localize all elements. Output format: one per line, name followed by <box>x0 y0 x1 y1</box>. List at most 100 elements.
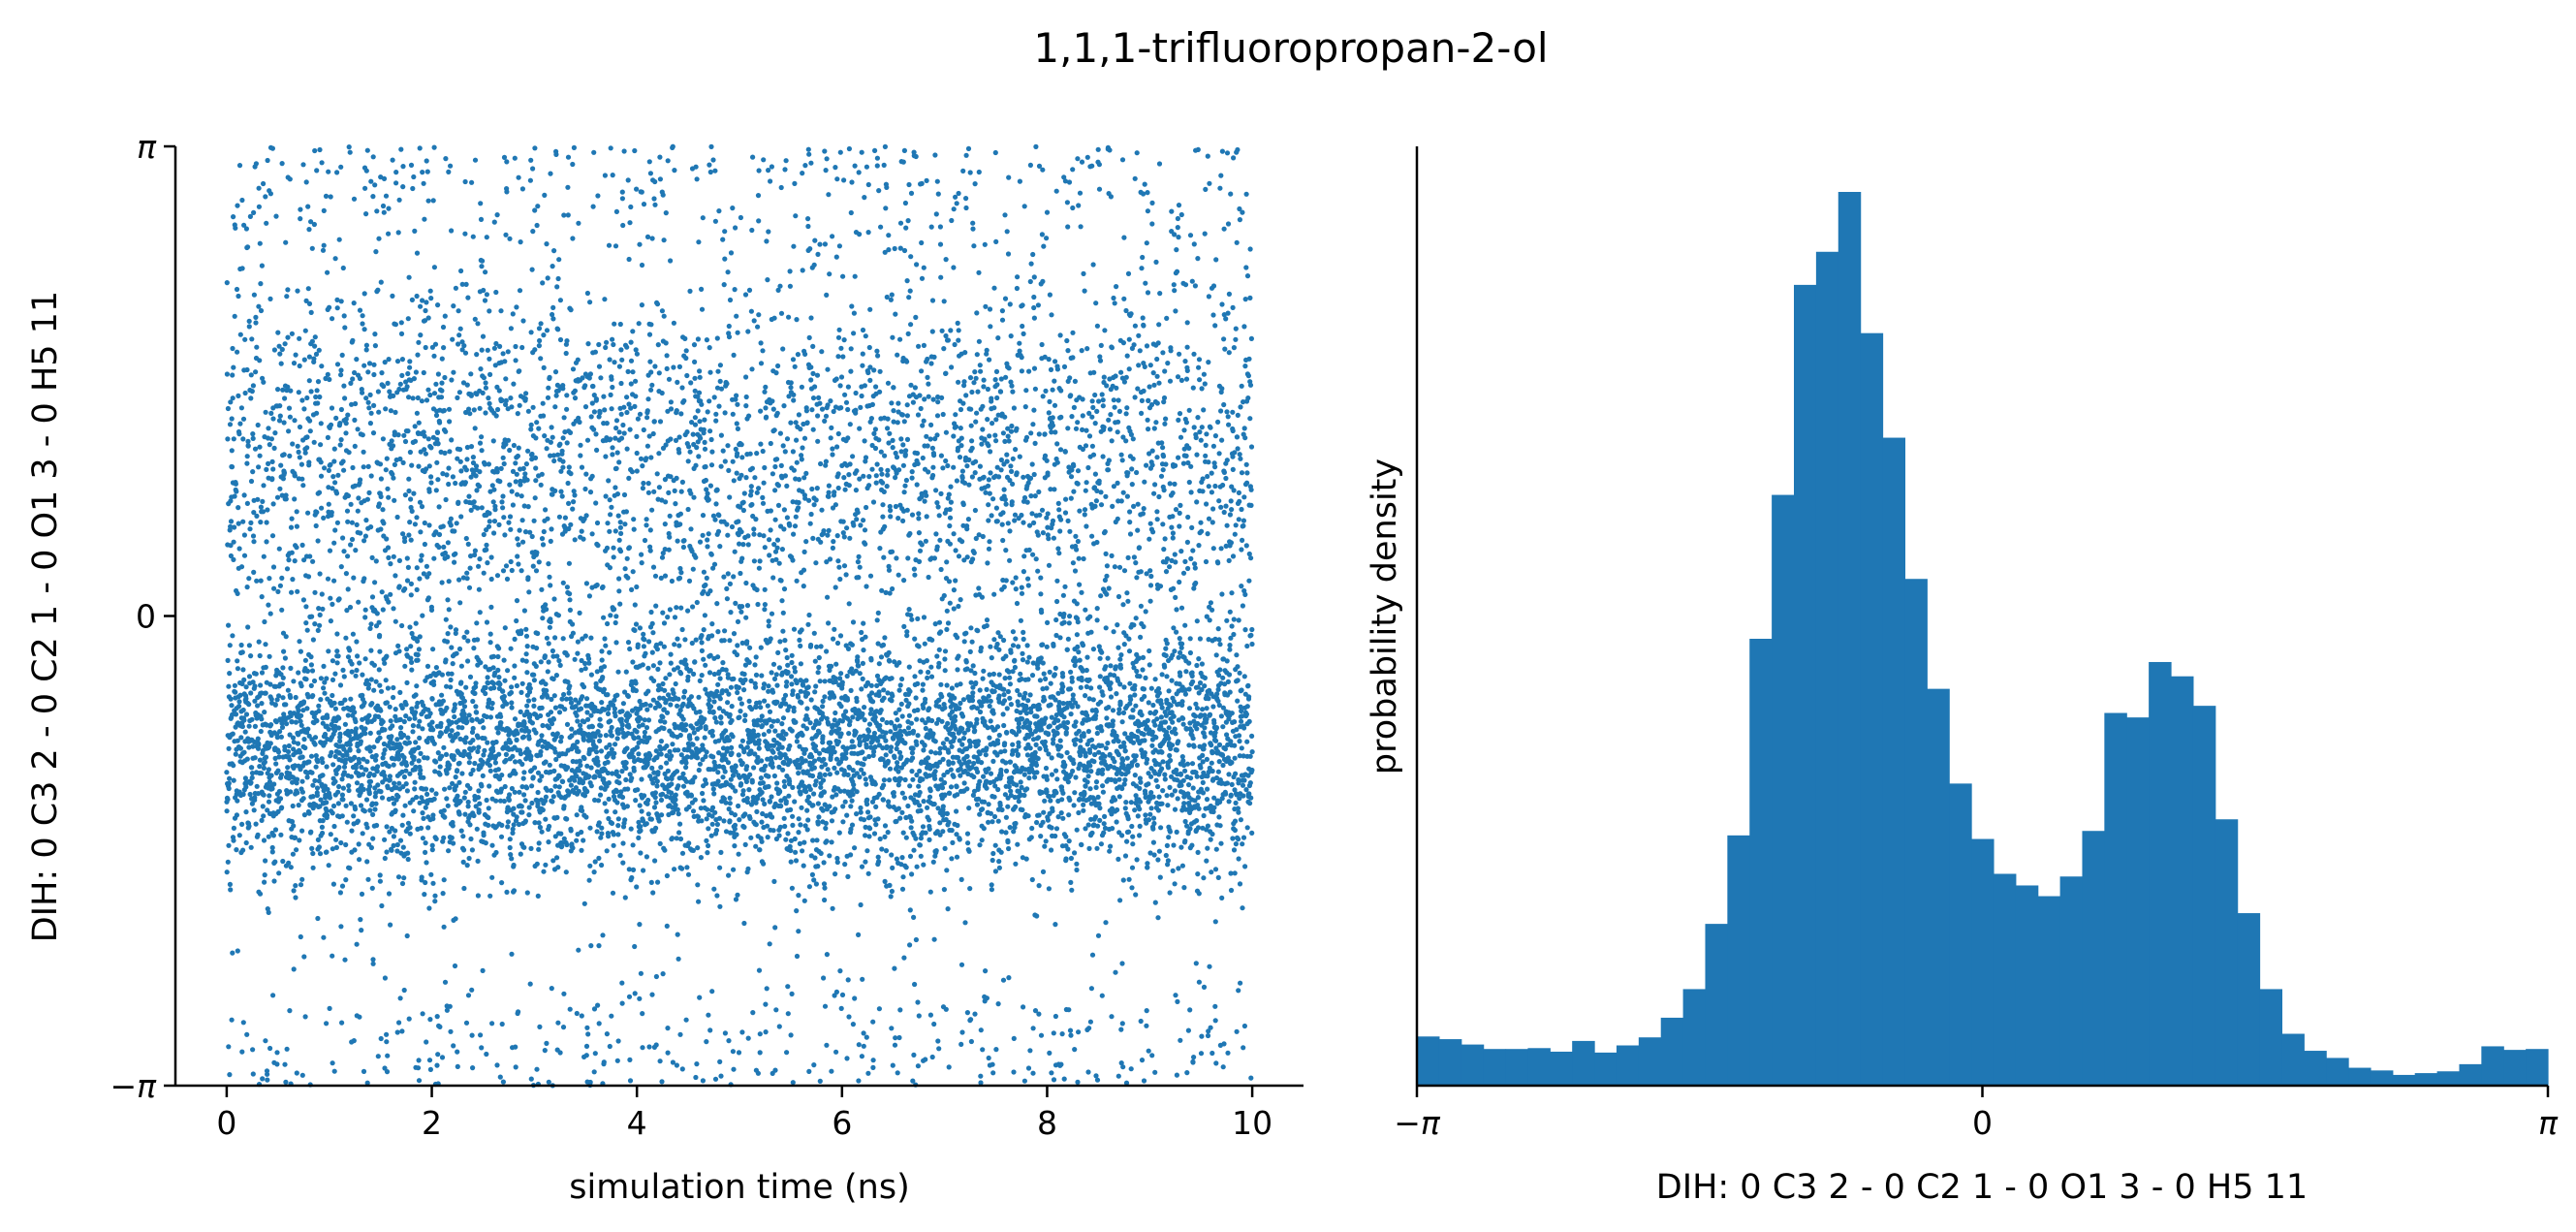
scatter-point <box>581 536 586 542</box>
scatter-point <box>508 852 514 858</box>
scatter-point <box>227 1072 233 1078</box>
scatter-point <box>354 667 360 674</box>
scatter-point <box>471 646 477 651</box>
scatter-point <box>665 158 671 164</box>
scatter-point <box>227 881 233 888</box>
scatter-point <box>621 404 627 410</box>
scatter-point <box>386 205 392 211</box>
scatter-point <box>437 772 443 777</box>
scatter-point <box>435 302 441 308</box>
scatter-point <box>332 706 338 711</box>
scatter-point <box>533 435 539 441</box>
scatter-point <box>728 610 734 616</box>
scatter-point <box>399 372 405 378</box>
scatter-point <box>686 578 693 584</box>
scatter-point <box>434 1062 440 1068</box>
scatter-point <box>325 269 330 275</box>
scatter-point <box>581 755 587 762</box>
scatter-point <box>224 371 230 377</box>
scatter-point <box>428 480 434 486</box>
scatter-point <box>613 742 618 747</box>
scatter-point <box>462 350 469 356</box>
scatter-point <box>330 658 335 664</box>
scatter-point <box>257 444 263 450</box>
scatter-point <box>355 426 361 432</box>
scatter-point <box>458 663 464 669</box>
scatter-point <box>465 993 472 998</box>
scatter-point <box>679 1066 685 1072</box>
scatter-point <box>489 483 495 489</box>
scatter-point <box>310 850 316 857</box>
scatter-point <box>620 840 626 846</box>
scatter-point <box>581 837 586 843</box>
scatter-point <box>326 485 331 490</box>
scatter-point <box>704 837 709 844</box>
scatter-point <box>391 694 396 701</box>
scatter-point <box>630 369 636 375</box>
scatter-point <box>422 433 427 439</box>
scatter-point <box>603 454 609 459</box>
scatter-point <box>375 782 381 788</box>
scatter-point <box>639 262 645 269</box>
scatter-point <box>278 462 284 468</box>
scatter-point <box>321 663 327 670</box>
scatter-point <box>560 435 566 441</box>
scatter-point <box>269 533 276 539</box>
scatter-point <box>386 599 392 605</box>
scatter-point <box>405 564 411 571</box>
scatter-point <box>447 419 453 425</box>
scatter-point <box>618 411 624 417</box>
scatter-point <box>546 1079 551 1085</box>
scatter-point <box>447 762 453 768</box>
scatter-point <box>610 173 615 178</box>
scatter-point <box>532 145 538 151</box>
scatter-point <box>474 620 480 626</box>
scatter-point <box>382 837 388 842</box>
scatter-point <box>361 538 367 544</box>
scatter-point <box>487 511 492 517</box>
scatter-point <box>626 994 633 999</box>
scatter-point <box>360 432 365 438</box>
scatter-point <box>275 749 282 755</box>
scatter-point <box>711 886 717 892</box>
scatter-point <box>619 794 626 801</box>
scatter-point <box>736 684 742 691</box>
scatter-point <box>362 607 368 613</box>
scatter-point <box>483 269 488 275</box>
scatter-point <box>555 1020 561 1026</box>
scatter-point <box>418 529 424 535</box>
scatter-point <box>661 725 667 732</box>
scatter-point <box>703 686 708 692</box>
scatter-point <box>677 836 684 842</box>
scatter-point <box>246 823 252 830</box>
scatter-point <box>608 145 613 151</box>
scatter-point <box>405 850 411 856</box>
scatter-point <box>734 313 739 319</box>
scatter-point <box>549 788 554 794</box>
scatter-point <box>518 482 523 488</box>
scatter-point <box>722 229 728 235</box>
scatter-point <box>418 557 424 563</box>
scatter-point <box>592 774 598 780</box>
scatter-point <box>431 353 437 359</box>
scatter-point <box>226 683 232 689</box>
scatter-point <box>446 465 452 471</box>
scatter-point <box>648 369 654 375</box>
scatter-point <box>711 561 718 567</box>
scatter-point <box>539 536 546 542</box>
scatter-point <box>343 841 349 848</box>
scatter-point <box>695 882 701 888</box>
scatter-point <box>694 599 700 606</box>
scatter-point <box>452 713 457 720</box>
scatter-point <box>296 670 301 676</box>
scatter-point <box>675 956 681 962</box>
scatter-point <box>278 734 284 740</box>
scatter-point <box>348 774 355 779</box>
scatter-point <box>619 722 625 728</box>
scatter-point <box>530 166 536 172</box>
scatter-point <box>369 594 376 600</box>
scatter-point <box>702 417 707 423</box>
scatter-point <box>479 505 485 511</box>
scatter-point <box>640 486 646 491</box>
scatter-point <box>579 829 584 836</box>
